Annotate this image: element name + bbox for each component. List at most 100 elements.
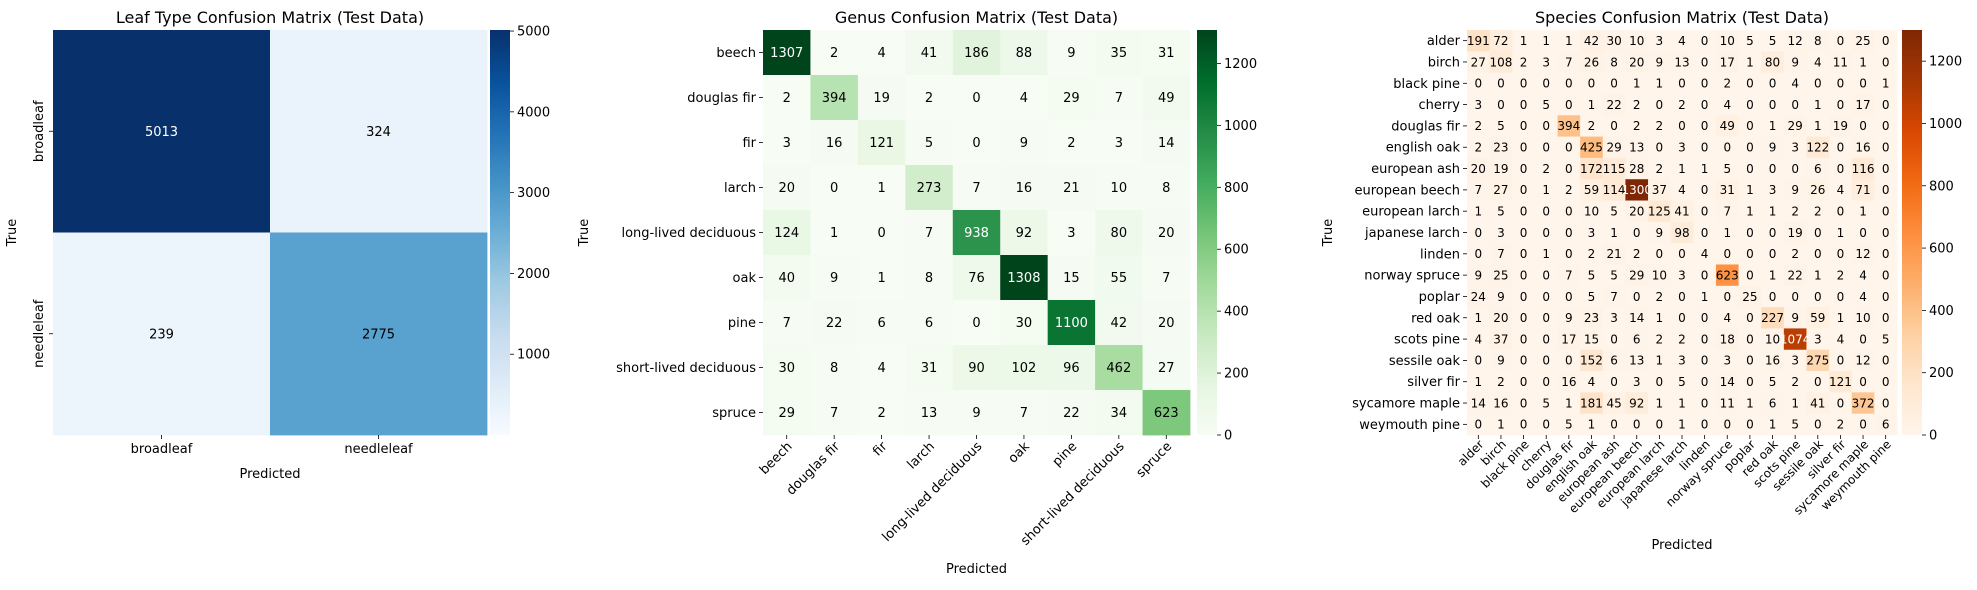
cell-value-label: 0 xyxy=(1882,162,1890,176)
cell-value-label: 20 xyxy=(1471,162,1486,176)
cell-value-label: 10 xyxy=(1629,34,1644,48)
heatmap-cell xyxy=(1738,30,1762,52)
heatmap-cell xyxy=(1580,328,1604,351)
cell-value-label: 3 xyxy=(1542,55,1550,69)
heatmap-cell xyxy=(1693,221,1717,244)
cell-value-label: 0 xyxy=(1474,226,1482,240)
cell-value-label: 0 xyxy=(1565,354,1573,368)
cell-value-label: 10 xyxy=(1111,181,1128,196)
heatmap-cell xyxy=(1534,115,1558,137)
cell-value-label: 10 xyxy=(1765,332,1780,346)
cell-value-label: 15 xyxy=(1063,271,1080,286)
cell-value-label: 37 xyxy=(1493,332,1508,346)
cell-value-label: 16 xyxy=(1855,141,1870,155)
heatmap-cell xyxy=(810,390,859,436)
heatmap-cell xyxy=(1670,285,1694,308)
cell-value-label: 6 xyxy=(1610,354,1618,368)
chart-title: Leaf Type Confusion Matrix (Test Data) xyxy=(116,8,424,27)
cell-value-label: 0 xyxy=(1701,119,1709,133)
heatmap-cell xyxy=(1648,221,1672,244)
cell-value-label: 121 xyxy=(869,136,894,151)
cell-value-label: 0 xyxy=(1610,119,1618,133)
cell-value-label: 34 xyxy=(1111,406,1128,421)
cell-value-label: 1 xyxy=(1769,119,1777,133)
heatmap-cell xyxy=(1738,93,1762,116)
heatmap-cell xyxy=(1648,200,1672,223)
heatmap-cell xyxy=(1602,179,1626,201)
heatmap-cell xyxy=(1467,392,1491,415)
cell-value-label: 2 xyxy=(1520,55,1528,69)
cell-value-label: 8 xyxy=(1162,181,1170,196)
cell-value-label: 0 xyxy=(1542,119,1550,133)
heatmap-cell xyxy=(1693,392,1717,415)
heatmap-cell xyxy=(952,30,1001,76)
cell-value-label: 3 xyxy=(1474,98,1482,112)
heatmap-cell xyxy=(1738,157,1762,180)
cell-value-label: 14 xyxy=(1158,136,1175,151)
cell-value-label: 0 xyxy=(1882,226,1890,240)
cell-value-label: 42 xyxy=(1111,316,1128,331)
cell-value-label: 2 xyxy=(1656,332,1664,346)
heatmap-cell xyxy=(1738,349,1762,372)
heatmap-cell xyxy=(1095,210,1143,256)
y-tick-label: european beech xyxy=(1355,183,1460,198)
cell-value-label: 1 xyxy=(1746,205,1754,219)
heatmap-cell xyxy=(1693,243,1717,265)
heatmap-cell xyxy=(1489,179,1513,201)
heatmap-cell xyxy=(1648,349,1672,372)
cell-value-label: 0 xyxy=(1723,141,1731,155)
heatmap-cell xyxy=(1467,285,1491,308)
heatmap-cell xyxy=(1806,115,1830,137)
colorbar-tick-label: 1000 xyxy=(1929,117,1962,132)
cell-value-label: 0 xyxy=(1520,418,1528,432)
cell-value-label: 45 xyxy=(1606,396,1621,410)
heatmap-cell xyxy=(1602,30,1626,52)
heatmap-cell xyxy=(1467,179,1491,201)
heatmap-cell xyxy=(952,390,1001,436)
colorbar-tick-label: 600 xyxy=(1929,242,1954,257)
cell-value-label: 0 xyxy=(1746,98,1754,112)
heatmap-cell xyxy=(1693,157,1717,180)
heatmap-cell xyxy=(1580,179,1604,201)
heatmap-cell xyxy=(1602,200,1626,223)
heatmap-cell xyxy=(1580,93,1604,116)
heatmap-cell xyxy=(1489,30,1513,52)
cell-value-label: 0 xyxy=(1882,375,1890,389)
heatmap-cell xyxy=(1670,243,1694,265)
heatmap-cell xyxy=(1489,264,1513,287)
heatmap-cell xyxy=(1580,349,1604,372)
cell-value-label: 0 xyxy=(1565,290,1573,304)
cell-value-label: 0 xyxy=(1497,77,1505,91)
heatmap-cell xyxy=(1557,349,1581,372)
cell-value-label: 0 xyxy=(1520,311,1528,325)
cell-value-label: 4 xyxy=(1701,247,1709,261)
cell-value-label: 22 xyxy=(826,316,843,331)
cell-value-label: 7 xyxy=(1115,91,1123,106)
heatmap-cell xyxy=(1512,307,1536,329)
cell-value-label: 1 xyxy=(1656,354,1664,368)
heatmap-cell xyxy=(1467,51,1491,74)
cell-value-label: 92 xyxy=(1629,396,1644,410)
heatmap-cell xyxy=(1000,345,1049,391)
heatmap-cell xyxy=(1534,72,1558,95)
cell-value-label: 0 xyxy=(1859,119,1867,133)
heatmap-cell xyxy=(857,345,906,391)
heatmap-cell xyxy=(1851,413,1875,436)
heatmap-cell xyxy=(1670,413,1694,436)
heatmap-cell xyxy=(1557,51,1581,74)
heatmap-cell xyxy=(1512,115,1536,137)
heatmap-cell xyxy=(270,30,488,233)
cell-value-label: 0 xyxy=(1520,98,1528,112)
cell-value-label: 0 xyxy=(1859,226,1867,240)
heatmap-cell xyxy=(1874,30,1898,52)
heatmap-cell xyxy=(1625,200,1649,223)
heatmap-cell xyxy=(1467,157,1491,180)
y-axis-label: True xyxy=(577,219,592,248)
heatmap-panel-2: Genus Confusion Matrix (Test Data)1307 2 4… xyxy=(577,8,1257,577)
heatmap-cell xyxy=(1000,390,1049,436)
heatmap-cell xyxy=(1534,413,1558,436)
heatmap-cell xyxy=(1602,72,1626,95)
y-tick-label: silver fir xyxy=(1407,375,1460,390)
heatmap-cell xyxy=(1512,221,1536,244)
